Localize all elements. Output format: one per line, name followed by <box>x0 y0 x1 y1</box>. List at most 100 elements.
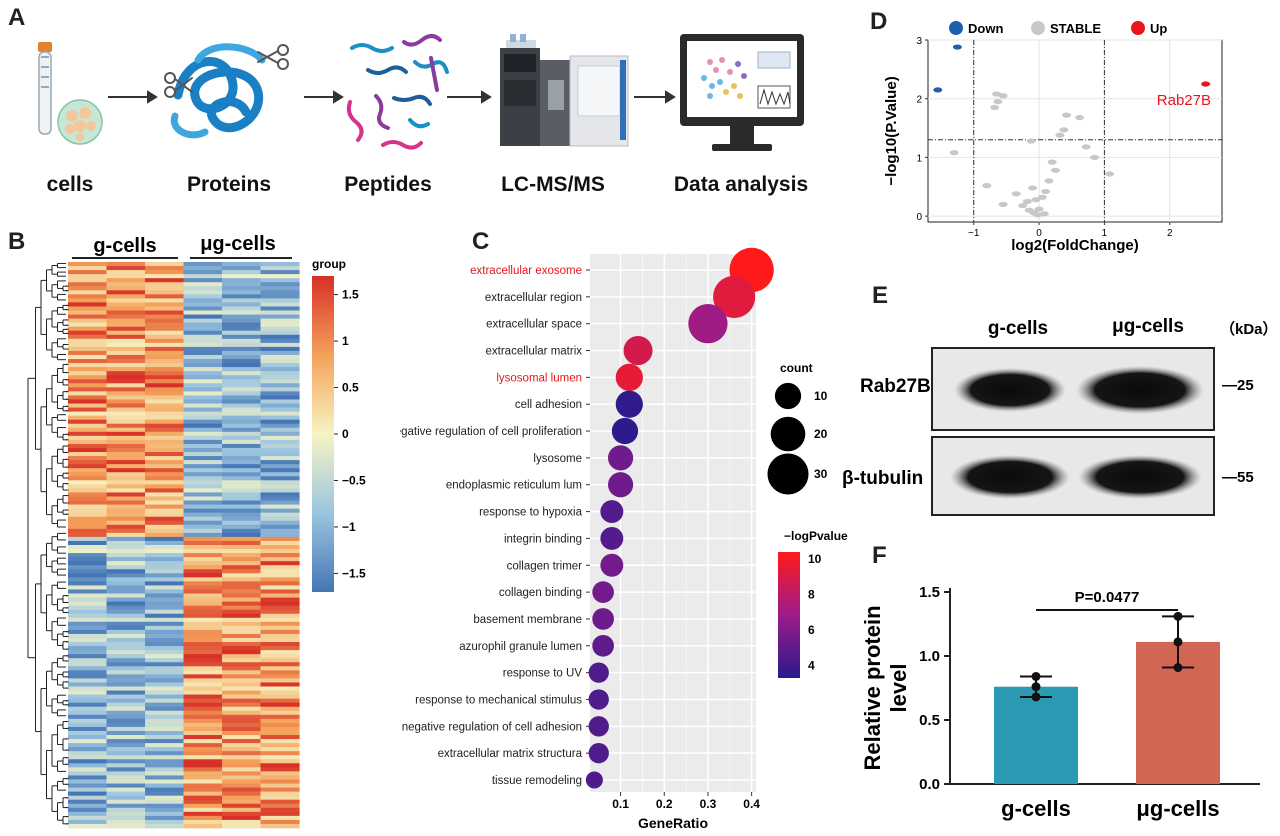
heatmap-cell <box>145 338 185 344</box>
heatmap-cell <box>106 500 146 505</box>
volcano-point <box>1033 212 1043 218</box>
go-color-legend-title: −logPvalue <box>784 529 848 543</box>
heatmap-cell <box>145 779 185 784</box>
heatmap-cell <box>222 540 262 546</box>
heatmap-cell <box>145 694 185 700</box>
heatmap-cell <box>68 294 108 299</box>
heatmap-cell <box>222 706 262 712</box>
heatmap-cell <box>68 379 108 384</box>
heatmap-cell <box>68 726 108 732</box>
heatmap-cell <box>106 403 146 408</box>
heatmap-cell <box>222 516 262 522</box>
heatmap-cell <box>68 718 108 724</box>
heatmap-cell <box>145 528 185 534</box>
heatmap-cell <box>68 468 108 473</box>
heatmap-cell <box>183 427 223 433</box>
heatmap-cell <box>183 783 223 788</box>
heatmap-cell <box>145 520 185 526</box>
heatmap-cell <box>68 338 108 344</box>
heatmap-cell <box>222 484 262 489</box>
heatmap-cell <box>183 601 223 607</box>
bar-category-label: g-cells <box>1001 796 1071 821</box>
heatmap-cell <box>183 557 223 562</box>
heatmap-cell <box>260 439 300 445</box>
heatmap-cell <box>183 363 223 368</box>
heatmap-cell <box>222 306 262 311</box>
heatmap-cell <box>260 456 300 461</box>
heatmap-cell <box>183 330 223 336</box>
heatmap-cell <box>106 601 146 607</box>
heatmap-cell <box>68 702 108 708</box>
heatmap-cell <box>145 508 185 514</box>
go-term-label: endoplasmic reticulum lum <box>446 480 582 492</box>
heatmap-cell <box>145 411 185 417</box>
heatmap-cell <box>68 447 108 453</box>
heatmap-cell <box>68 456 108 461</box>
heatmap-cell <box>106 771 146 776</box>
heatmap-cell <box>106 718 146 724</box>
heatmap-cell <box>222 411 262 417</box>
go-size-legend-label: 20 <box>814 427 828 441</box>
bar-y-tick-label: 1.0 <box>919 648 940 665</box>
heatmap-cell <box>68 791 108 797</box>
heatmap-cell <box>68 363 108 368</box>
heatmap-cell <box>106 585 146 590</box>
heatmap-cell <box>68 500 108 505</box>
heatmap-scale-tick-label: −1.5 <box>342 566 366 580</box>
heatmap-cell <box>68 553 108 558</box>
go-plot-panel <box>590 254 756 792</box>
heatmap-cell <box>222 629 262 635</box>
heatmap-cell <box>260 326 300 332</box>
heatmap-cell <box>183 722 223 728</box>
volcano-point <box>949 150 959 156</box>
heatmap-cell <box>68 771 108 776</box>
heatmap-cell <box>260 512 300 518</box>
heatmap-cell <box>145 787 185 793</box>
heatmap-cell <box>145 443 185 449</box>
heatmap-cell <box>260 464 300 469</box>
heatmap-cell <box>222 472 262 477</box>
workflow-label-lcms: LC-MS/MS <box>501 173 605 196</box>
western-row-label-tubulin: β-tubulin <box>842 468 923 489</box>
heatmap-cell <box>145 577 185 582</box>
heatmap-cell <box>260 763 300 768</box>
heatmap-cell <box>145 359 185 364</box>
heatmap-cell <box>68 508 108 514</box>
volcano-point <box>1031 197 1041 203</box>
heatmap-cell <box>260 783 300 788</box>
heatmap-cell <box>106 605 146 611</box>
protein-scissors-icon <box>164 43 289 139</box>
heatmap-cell <box>260 298 300 303</box>
heatmap-cell <box>106 415 146 421</box>
go-term-bubble <box>588 716 609 737</box>
heatmap-cell <box>183 706 223 712</box>
heatmap-cell <box>68 435 108 441</box>
heatmap-cell <box>222 767 262 772</box>
heatmap-cell <box>68 302 108 307</box>
volcano-point <box>1047 159 1057 165</box>
heatmap-cell <box>260 735 300 740</box>
heatmap-cell <box>183 508 223 514</box>
heatmap-cell <box>260 500 300 505</box>
heatmap-cell <box>145 674 185 679</box>
heatmap-cell <box>222 581 262 586</box>
heatmap-cell <box>106 759 146 764</box>
heatmap-cell <box>222 282 262 287</box>
heatmap-cell <box>183 658 223 663</box>
heatmap-cell <box>222 334 262 340</box>
heatmap-cell <box>260 795 300 801</box>
heatmap-cell <box>183 819 223 825</box>
heatmap-cell <box>106 391 146 396</box>
go-term-label: negative regulation of cell proliferatio… <box>400 426 582 438</box>
heatmap-cell <box>68 811 108 817</box>
heatmap-cell <box>260 646 300 651</box>
heatmap-cell <box>68 322 108 328</box>
heatmap-cell <box>183 811 223 817</box>
heatmap-cell <box>222 439 262 445</box>
heatmap-cell <box>106 452 146 457</box>
go-term-bubble <box>607 472 634 498</box>
heatmap-cell <box>260 807 300 813</box>
heatmap-cell <box>145 662 185 667</box>
heatmap-cell <box>260 367 300 372</box>
heatmap-cell <box>260 674 300 679</box>
